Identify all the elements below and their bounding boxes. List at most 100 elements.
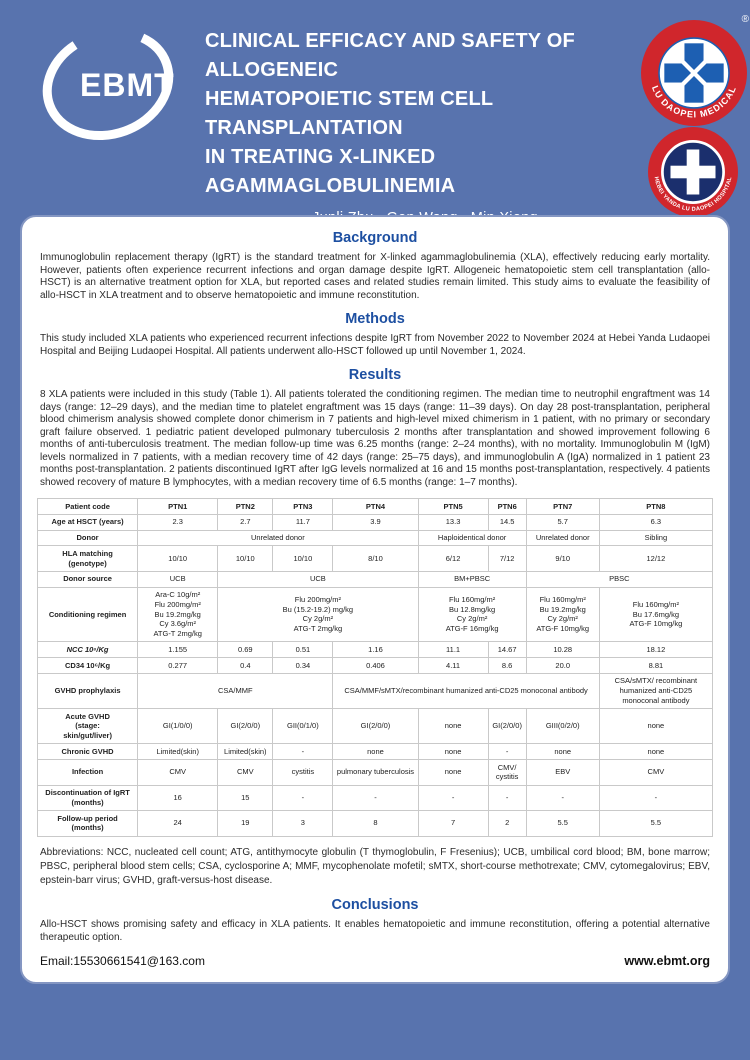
table-row: CD34 10⁶/Kg 0.277 0.4 0.34 0.406 4.11 8.6 20.0 8… bbox=[36, 657, 714, 674]
table-cell: 2 bbox=[487, 810, 527, 837]
table-cell: 6/12 bbox=[417, 545, 489, 572]
table-cell: GI(2/0/0) bbox=[487, 707, 527, 745]
table-cell: 13.3 bbox=[417, 513, 489, 531]
column-header: PTN4 bbox=[332, 498, 419, 515]
table-cell: - bbox=[487, 784, 527, 811]
table-cell: 14.5 bbox=[487, 513, 527, 531]
table-cell: 12/12 bbox=[598, 545, 714, 572]
table-row: Conditioning regimen Ara-C 10g/m² Flu 200… bbox=[36, 586, 714, 643]
table-cell: - bbox=[598, 784, 714, 811]
table-cell: 0.69 bbox=[217, 641, 274, 658]
table-row: NCC 10⁸/Kg 1.155 0.69 0.51 1.16 11.1 14.67 10.2… bbox=[36, 641, 714, 658]
table-cell: 5.5 bbox=[525, 810, 600, 837]
table-cell: EBV bbox=[525, 759, 600, 786]
table-cell: 9/10 bbox=[525, 545, 600, 572]
table-cell: 24 bbox=[137, 810, 219, 837]
table-cell: PBSC bbox=[525, 570, 714, 588]
patients-table: Patient code PTN1 PTN2 PTN3 PTN4 PTN5 PTN6 PTN7… bbox=[36, 498, 714, 837]
poster-header: EBMT CLINICAL EFFICACY AND SAFETY OF ALL… bbox=[0, 0, 750, 278]
hebei-yanda-hospital-icon: HEBEI YANDA LU DAOPEI HOSPITAL bbox=[648, 127, 738, 217]
table-cell: 7 bbox=[417, 810, 489, 837]
table-cell: 3 bbox=[272, 810, 334, 837]
row-label: Discontinuation of IgRT (months) bbox=[36, 784, 139, 811]
title-line: HEMATOPOIETIC STEM CELL TRANSPLANTATION bbox=[205, 88, 493, 139]
table-cell: GI(2/0/0) bbox=[332, 707, 419, 745]
abbreviations-text: Abbreviations: NCC, nucleated cell count… bbox=[40, 846, 710, 886]
table-cell: GIII(0/2/0) bbox=[525, 707, 600, 745]
table-cell: pulmonary tuberculosis bbox=[332, 759, 419, 786]
lu-daopei-medical-icon: LU DAOPEI MEDICAL bbox=[641, 20, 747, 126]
table-row: Acute GVHD (stage: skin/gut/liver) GI(1/0… bbox=[36, 707, 714, 745]
table-cell: cystitis bbox=[272, 759, 334, 786]
ebmt-logo: EBMT bbox=[8, 8, 238, 158]
table-cell: Unrelated donor bbox=[525, 529, 600, 547]
section-heading-results: Results bbox=[348, 367, 402, 383]
column-header: PTN2 bbox=[217, 498, 274, 515]
table-row: Donor source UCB UCB BM+PBSC PBSC bbox=[36, 570, 714, 588]
table-row: GVHD prophylaxis CSA/MMF CSA/MMF/sMTX/reco… bbox=[36, 672, 714, 710]
table-cell: 18.12 bbox=[598, 641, 714, 658]
row-label: HLA matching (genotype) bbox=[36, 545, 139, 572]
table-cell: 8.6 bbox=[487, 657, 527, 674]
column-header: PTN8 bbox=[598, 498, 714, 515]
table-cell: - bbox=[332, 784, 419, 811]
table-cell: Limited(skin) bbox=[217, 743, 274, 760]
table-row: HLA matching (genotype) 10/10 10/10 10/10 8/… bbox=[36, 545, 714, 572]
table-cell: 0.277 bbox=[137, 657, 219, 674]
table-row: Patient code PTN1 PTN2 PTN3 PTN4 PTN5 PTN6 PTN7… bbox=[36, 498, 714, 515]
table-cell: 0.51 bbox=[272, 641, 334, 658]
table-cell: 5.7 bbox=[525, 513, 600, 531]
table-cell: CMV/ cystitis bbox=[487, 759, 527, 786]
lu-daopei-medical-logo: LU DAOPEI MEDICAL ® bbox=[641, 14, 749, 126]
ebmt-swoosh-icon: EBMT bbox=[42, 27, 175, 141]
table-cell: 10/10 bbox=[137, 545, 219, 572]
table-cell: 2.3 bbox=[137, 513, 219, 531]
table-cell: none bbox=[598, 707, 714, 745]
content-panel: Background Immunoglobulin replacement th… bbox=[20, 215, 730, 985]
table-cell: 7/12 bbox=[487, 545, 527, 572]
table-cell: 3.9 bbox=[332, 513, 419, 531]
table-cell: 6.3 bbox=[598, 513, 714, 531]
table-cell: - bbox=[525, 784, 600, 811]
row-label: Follow-up period (months) bbox=[36, 810, 139, 837]
poster-page: EBMT CLINICAL EFFICACY AND SAFETY OF ALL… bbox=[0, 0, 750, 985]
table-cell: none bbox=[598, 743, 714, 760]
table-cell: 11.7 bbox=[272, 513, 334, 531]
title-line: IN TREATING X-LINKED AGAMMAGLOBULINEMIA bbox=[205, 146, 456, 197]
row-label: Chronic GVHD bbox=[36, 743, 139, 760]
table-cell: CSA/MMF/sMTX/recombinant humanized anti-… bbox=[332, 672, 600, 710]
table-cell: none bbox=[417, 759, 489, 786]
table-cell: 10/10 bbox=[272, 545, 334, 572]
table-cell: 8/10 bbox=[332, 545, 419, 572]
row-label: Acute GVHD (stage: skin/gut/liver) bbox=[36, 707, 139, 745]
column-header: PTN6 bbox=[487, 498, 527, 515]
results-text: 8 XLA patients were included in this stu… bbox=[40, 389, 710, 488]
table-cell: - bbox=[272, 743, 334, 760]
row-label: Age at HSCT (years) bbox=[36, 513, 139, 531]
table-cell: CSA/sMTX/ recombinant humanized anti-CD2… bbox=[598, 672, 714, 710]
table-cell: none bbox=[417, 707, 489, 745]
table-row: Donor Unrelated donor Haploidentical donor… bbox=[36, 529, 714, 547]
table-cell: 4.11 bbox=[417, 657, 489, 674]
ebmt-logo-text: EBMT bbox=[80, 67, 175, 103]
table-cell: UCB bbox=[137, 570, 219, 588]
column-header: PTN5 bbox=[417, 498, 489, 515]
table-cell: GII(0/1/0) bbox=[272, 707, 334, 745]
table-cell: UCB bbox=[217, 570, 419, 588]
table-cell: CSA/MMF bbox=[137, 672, 334, 710]
table-cell: 14.67 bbox=[487, 641, 527, 658]
table-cell: - bbox=[417, 784, 489, 811]
table-cell: 1.155 bbox=[137, 641, 219, 658]
table-cell: 0.34 bbox=[272, 657, 334, 674]
table-cell: Sibling bbox=[598, 529, 714, 547]
table-row: Infection CMV CMV cystitis pulmonary tubercu… bbox=[36, 759, 714, 786]
table-cell: Haploidentical donor bbox=[417, 529, 527, 547]
table-cell: BM+PBSC bbox=[417, 570, 527, 588]
table-row: Discontinuation of IgRT (months) 16 15- - - -… bbox=[36, 784, 714, 811]
column-header: PTN1 bbox=[137, 498, 219, 515]
row-label: Infection bbox=[36, 759, 139, 786]
contact-email: Email:15530661541@163.com bbox=[40, 954, 205, 969]
table-cell: 2.7 bbox=[217, 513, 274, 531]
table-cell: GI(1/0/0) bbox=[137, 707, 219, 745]
section-heading-background: Background bbox=[332, 230, 418, 246]
